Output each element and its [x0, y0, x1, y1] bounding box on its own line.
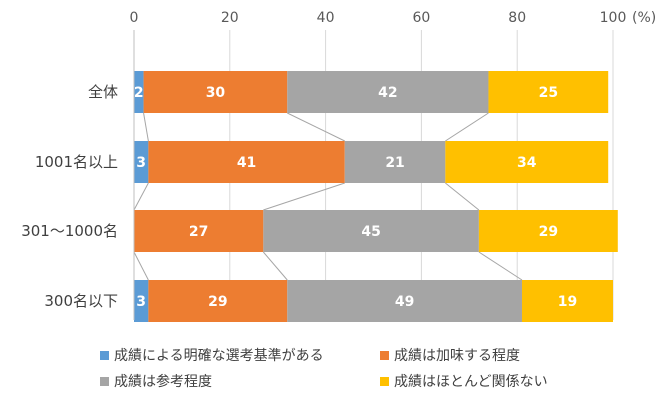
- data-label: 41: [237, 155, 256, 171]
- data-label: 3: [136, 294, 146, 310]
- data-label: 49: [395, 294, 414, 310]
- bar-segment: [287, 280, 522, 322]
- legend-swatch: [100, 350, 109, 360]
- data-label: 29: [208, 294, 227, 310]
- legend-item: 成績はほとんど関係ない: [380, 371, 548, 391]
- legend-item: 成績は参考程度: [100, 371, 212, 391]
- bar-segment: [488, 71, 609, 113]
- category-label: 1001名以上: [35, 153, 118, 171]
- bar-segment: [344, 141, 446, 183]
- bar-segment: [521, 280, 613, 322]
- x-tick-label: 0: [130, 10, 139, 26]
- series-connector-line: [143, 112, 149, 142]
- x-unit-label: (%): [632, 10, 656, 26]
- series-connector-line: [263, 182, 345, 211]
- series-connector-line: [445, 112, 489, 142]
- bar-segment: [445, 141, 609, 183]
- bar-segment: [287, 71, 489, 113]
- data-label: 29: [539, 224, 558, 240]
- series-connector-line: [262, 251, 288, 281]
- series-connector-line: [445, 182, 480, 211]
- bar-segment: [478, 210, 618, 252]
- legend-label: 成績は加味する程度: [394, 348, 520, 364]
- bar-segment: [148, 141, 345, 183]
- data-label: 34: [517, 155, 537, 171]
- bar-segment: [134, 71, 144, 113]
- bar-segment: [143, 71, 288, 113]
- data-label: 30: [206, 85, 226, 101]
- legend-swatch: [100, 376, 109, 386]
- x-tick-label: 40: [317, 10, 335, 26]
- legend-swatch: [380, 350, 389, 360]
- data-label: 3: [136, 155, 146, 171]
- legend-label: 成績は参考程度: [114, 374, 212, 390]
- data-label: 21: [385, 155, 404, 171]
- legend-item: 成績による明確な選考基準がある: [100, 345, 324, 365]
- data-label: 45: [361, 224, 380, 240]
- x-tick-label: 80: [508, 10, 526, 26]
- legend-item: 成績は加味する程度: [380, 345, 520, 365]
- series-connector-line: [133, 182, 149, 211]
- bar-segment: [134, 141, 149, 183]
- series-connector-line: [478, 251, 523, 281]
- data-label: 2: [134, 85, 144, 101]
- bar-segment: [148, 280, 288, 322]
- data-label: 19: [558, 294, 577, 310]
- series-connector-line: [287, 112, 345, 142]
- category-label: 300名以下: [44, 292, 118, 310]
- x-tick-label: 60: [412, 10, 430, 26]
- x-tick-label: 100: [600, 10, 627, 26]
- category-label: 301～1000名: [21, 222, 118, 240]
- bar-segment: [263, 210, 479, 252]
- category-label: 全体: [88, 83, 118, 101]
- bar-segment: [134, 280, 149, 322]
- data-label: 25: [539, 85, 558, 101]
- series-connector-line: [133, 251, 149, 281]
- data-label: 27: [189, 224, 208, 240]
- legend-label: 成績はほとんど関係ない: [394, 374, 548, 390]
- legend-swatch: [380, 376, 389, 386]
- x-tick-label: 20: [221, 10, 239, 26]
- bar-segment: [134, 210, 264, 252]
- legend-label: 成績による明確な選考基準がある: [114, 348, 324, 364]
- data-label: 42: [378, 85, 397, 101]
